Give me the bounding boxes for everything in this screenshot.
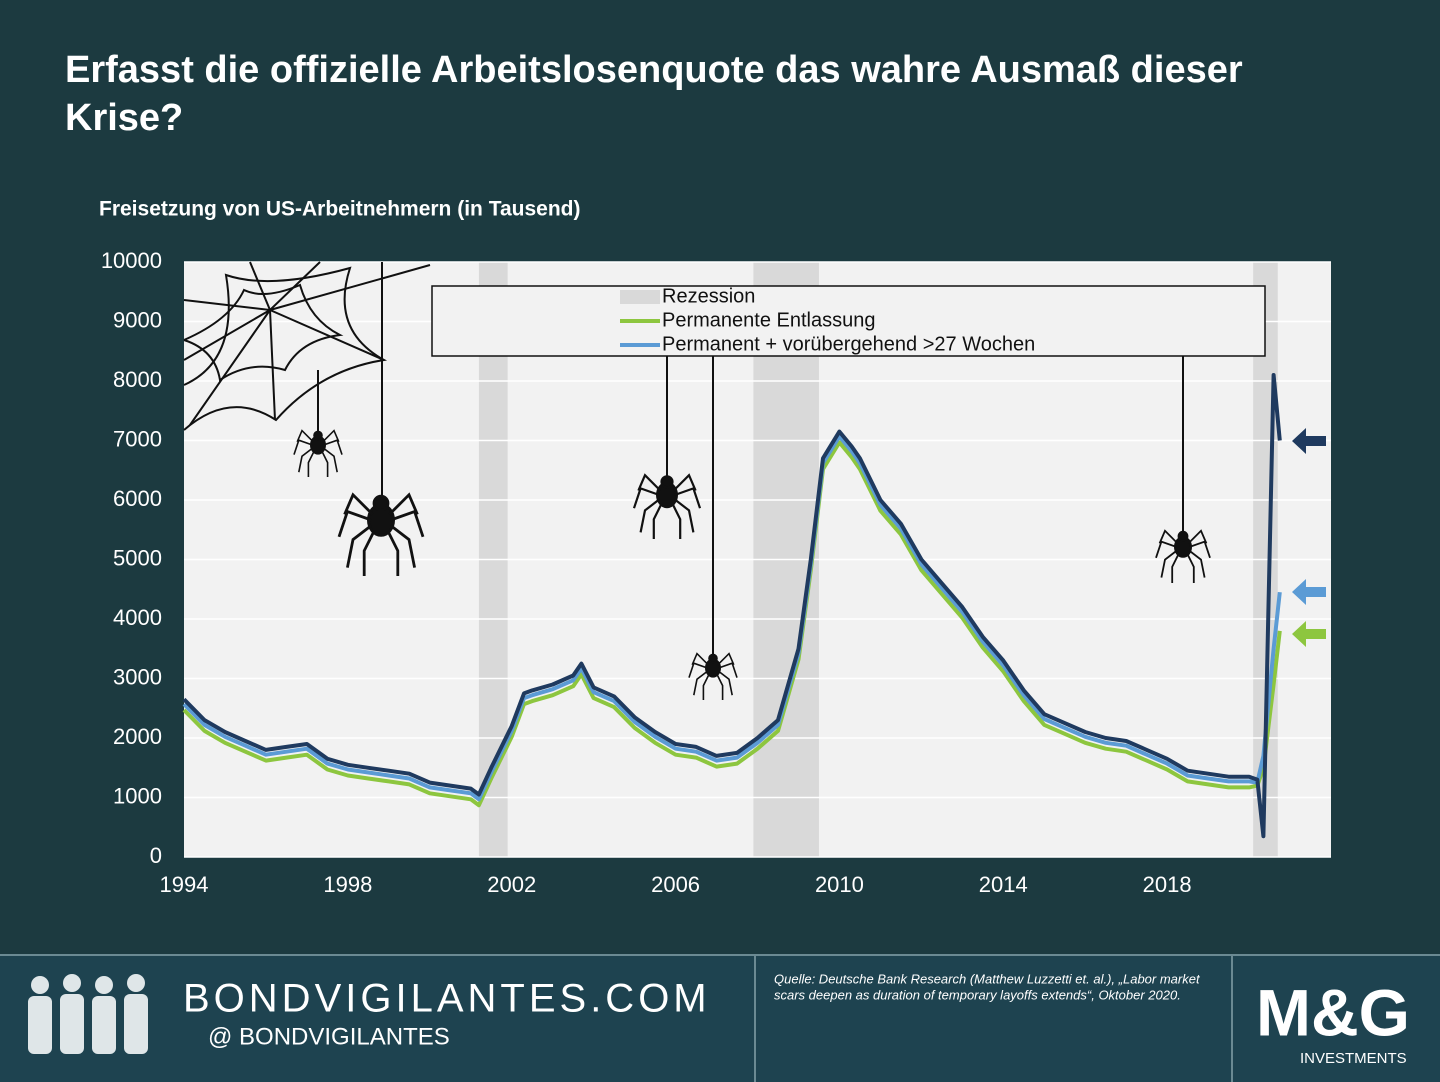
x-tick-label: 2006 — [651, 872, 700, 897]
x-tick-label: 2014 — [979, 872, 1028, 897]
y-tick-label: 6000 — [113, 486, 162, 511]
series-line — [182, 434, 1282, 802]
chart-title: Erfasst die offizielle Arbeitslosenquote… — [65, 49, 1243, 139]
legend-swatch — [620, 290, 660, 304]
y-tick-label: 0 — [150, 843, 162, 868]
y-tick-label: 2000 — [113, 724, 162, 749]
handle: @ BONDVIGILANTES — [208, 1023, 450, 1050]
series-line — [182, 440, 1282, 808]
y-axis-title: Freisetzung von US-Arbeitnehmern (in Tau… — [99, 198, 580, 221]
y-tick-label: 8000 — [113, 367, 162, 392]
footer — [0, 955, 1440, 1082]
arrows — [1292, 428, 1326, 647]
line-layer — [182, 373, 1282, 839]
site: BONDVIGILANTES.COM — [183, 977, 711, 1021]
y-tick-label: 3000 — [113, 664, 162, 689]
x-tick-label: 2002 — [487, 872, 536, 897]
y-tick-label: 4000 — [113, 605, 162, 630]
legend-label: Permanente Entlassung — [662, 309, 875, 331]
series-line — [182, 373, 1282, 839]
cobweb — [183, 261, 431, 431]
legend-box — [431, 285, 1266, 357]
source: Quelle: Deutsche Bank Research (Matthew … — [774, 971, 1201, 986]
logo-sub: INVESTMENTS — [1300, 1050, 1407, 1067]
x-tick-label: 1998 — [323, 872, 372, 897]
legend-label: Permanent + vorübergehend >27 Wochen — [662, 333, 1035, 355]
plot-layer — [184, 261, 1331, 858]
x-tick-label: 2010 — [815, 872, 864, 897]
y-tick-label: 9000 — [113, 307, 162, 332]
logo: M&G — [1256, 975, 1410, 1049]
spiders — [293, 262, 1211, 701]
y-tick-label: 1000 — [113, 783, 162, 808]
y-tick-label: 7000 — [113, 426, 162, 451]
y-tick-label: 10000 — [101, 248, 162, 273]
y-tick-label: 5000 — [113, 545, 162, 570]
silhouettes — [28, 974, 148, 1054]
x-tick-label: 2018 — [1143, 872, 1192, 897]
x-tick-label: 1994 — [160, 872, 209, 897]
legend-label: Rezession — [662, 285, 755, 307]
source: scars deepen as duration of temporary la… — [774, 987, 1181, 1002]
